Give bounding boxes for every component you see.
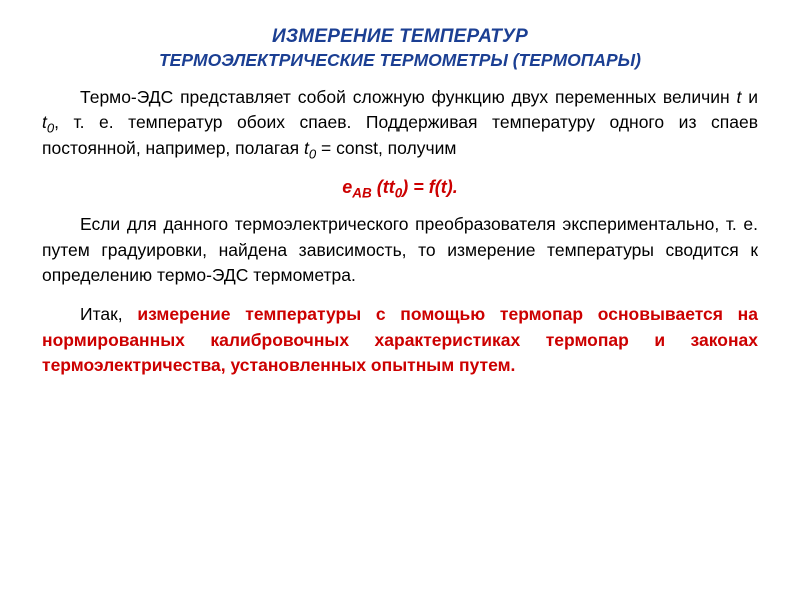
p1-text-a: Термо-ЭДС представляет собой сложную фун… [80, 87, 737, 107]
paragraph-2: Если для данного термоэлектрического пре… [42, 212, 758, 288]
eq-arg-a: (tt [372, 177, 395, 197]
eq-arg-b: ) = f(t). [402, 177, 458, 197]
paragraph-1: Термо-ЭДС представляет собой сложную фун… [42, 85, 758, 161]
p1-text-b: и [741, 87, 758, 107]
p1-text-d: = const, получим [316, 138, 456, 158]
eq-sub-ab: AB [352, 186, 372, 201]
p1-var-t0-b: t0 [304, 138, 316, 158]
slide-page: ИЗМЕРЕНИЕ ТЕМПЕРАТУР ТЕРМОЭЛЕКТРИЧЕСКИЕ … [0, 0, 800, 398]
p3-body: измерение температуры с помощью термопар… [42, 304, 758, 375]
equation: eAB (tt0) = f(t). [42, 177, 758, 198]
eq-e: e [342, 177, 352, 197]
paragraph-3: Итак, измерение температуры с помощью те… [42, 302, 758, 378]
p3-lead: Итак, [80, 304, 137, 324]
slide-title-line1: ИЗМЕРЕНИЕ ТЕМПЕРАТУР [42, 26, 758, 48]
slide-title-line2: ТЕРМОЭЛЕКТРИЧЕСКИЕ ТЕРМОМЕТРЫ (ТЕРМОПАРЫ… [42, 50, 758, 71]
p1-var-t0: t0 [42, 112, 54, 132]
